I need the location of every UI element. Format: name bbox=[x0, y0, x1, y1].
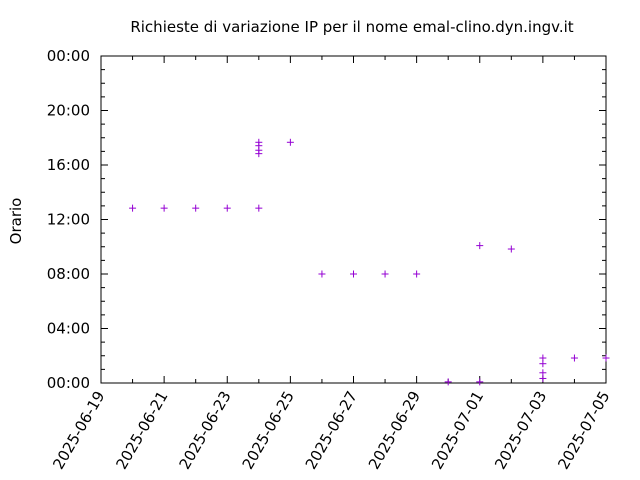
data-point bbox=[570, 354, 578, 362]
data-point bbox=[381, 270, 389, 278]
y-tick-label: 04:00 bbox=[47, 320, 90, 338]
y-tick-label: 00:00 bbox=[47, 47, 90, 65]
data-point bbox=[539, 369, 547, 377]
data-point bbox=[539, 354, 547, 362]
data-point bbox=[286, 138, 294, 146]
chart-title: Richieste di variazione IP per il nome e… bbox=[130, 18, 573, 36]
x-tick-label: 2025-07-05 bbox=[554, 388, 613, 473]
x-tick-label: 2025-07-03 bbox=[491, 388, 550, 473]
y-tick-label: 20:00 bbox=[47, 102, 90, 120]
x-tick-label: 2025-06-23 bbox=[176, 388, 235, 473]
x-tick-label: 2025-07-01 bbox=[428, 388, 487, 473]
data-point bbox=[444, 378, 452, 386]
x-tick-label: 2025-06-25 bbox=[239, 388, 298, 473]
data-point bbox=[160, 204, 168, 212]
y-tick-label: 00:00 bbox=[47, 374, 90, 392]
data-point bbox=[129, 204, 137, 212]
y-tick-label: 16:00 bbox=[47, 156, 90, 174]
data-point bbox=[413, 270, 421, 278]
y-tick-label: 12:00 bbox=[47, 211, 90, 229]
data-point bbox=[507, 245, 515, 253]
data-point bbox=[255, 204, 263, 212]
axis-ticks: 00:0004:0008:0012:0016:0020:0000:002025-… bbox=[47, 47, 614, 473]
data-points bbox=[129, 138, 610, 386]
data-point bbox=[255, 138, 263, 146]
y-tick-label: 08:00 bbox=[47, 265, 90, 283]
data-point bbox=[476, 242, 484, 250]
data-point bbox=[223, 204, 231, 212]
data-point bbox=[350, 270, 357, 278]
x-tick-label: 2025-06-29 bbox=[365, 388, 424, 473]
data-point bbox=[318, 270, 326, 278]
x-tick-label: 2025-06-19 bbox=[49, 388, 108, 473]
y-axis-label: Orario bbox=[7, 198, 25, 245]
plot-frame bbox=[100, 55, 607, 384]
data-point bbox=[192, 204, 200, 212]
data-point bbox=[476, 378, 484, 386]
data-point bbox=[602, 354, 610, 362]
x-tick-label: 2025-06-21 bbox=[112, 388, 171, 473]
x-tick-label: 2025-06-27 bbox=[302, 388, 361, 473]
